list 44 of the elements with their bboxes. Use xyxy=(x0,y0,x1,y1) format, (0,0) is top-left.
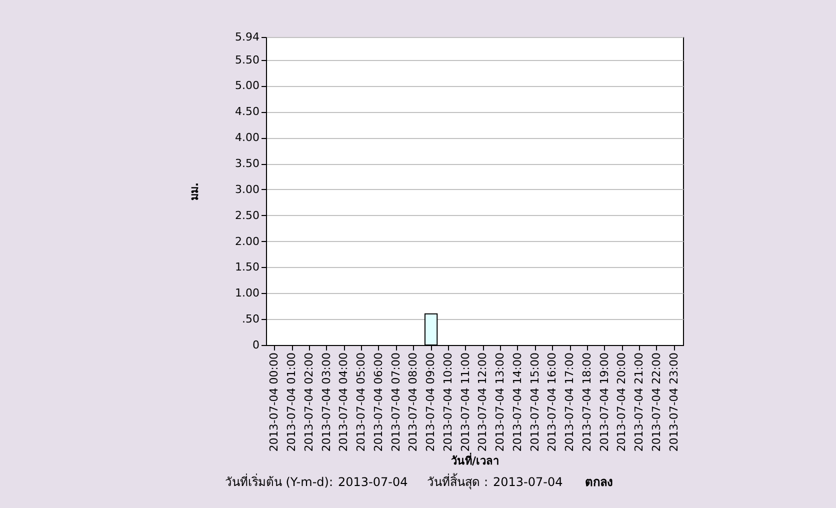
x-tick-label: 2013-07-04 17:00 xyxy=(563,352,576,452)
x-tick-label: 2013-07-04 10:00 xyxy=(441,352,454,452)
y-tick-label: 2.00 xyxy=(235,234,260,248)
x-tick-label: 2013-07-04 11:00 xyxy=(458,352,472,452)
x-tick-label: 2013-07-04 19:00 xyxy=(598,352,611,452)
x-tick-label: 2013-07-04 23:00 xyxy=(667,352,680,452)
y-tick-label: 5.00 xyxy=(235,79,260,92)
text: 2013-07-04 xyxy=(493,475,563,489)
y-tick-label: 3.00 xyxy=(235,182,260,196)
x-tick-label: 2013-07-04 15:00 xyxy=(528,352,542,452)
text: ตกลง xyxy=(585,475,613,489)
y-tick-label: 5.50 xyxy=(235,53,260,66)
text: วันที่สิ้นสุด : xyxy=(427,473,488,490)
y-tick-label: 4.50 xyxy=(235,105,260,118)
x-tick-label: 2013-07-04 20:00 xyxy=(615,352,628,452)
x-tick-label: 2013-07-04 05:00 xyxy=(354,352,368,452)
x-tick-label: 2013-07-04 12:00 xyxy=(476,352,490,452)
y-axis-title: มม. xyxy=(188,182,202,201)
x-axis-title: วันที่/เวลา xyxy=(450,452,500,468)
x-tick-label: 2013-07-04 18:00 xyxy=(580,352,594,452)
y-tick-label: 3.50 xyxy=(235,157,260,170)
x-tick-label: 2013-07-04 09:00 xyxy=(424,352,438,452)
x-tick-label: 2013-07-04 13:00 xyxy=(494,352,507,452)
y-tick-label: 4.00 xyxy=(235,131,260,144)
text: 2013-07-04 xyxy=(338,475,408,489)
x-tick-label: 2013-07-04 07:00 xyxy=(389,352,402,452)
text: วันที่เริ่มต้น (Y-m-d): xyxy=(224,473,333,489)
y-tick-label: 0 xyxy=(252,338,260,352)
x-tick-label: 2013-07-04 14:00 xyxy=(510,352,524,452)
y-tick-label: 1.00 xyxy=(235,286,260,300)
x-tick-label: 2013-07-04 21:00 xyxy=(632,352,646,452)
x-tick-label: 2013-07-04 22:00 xyxy=(650,352,663,452)
y-tick-label: 2.50 xyxy=(235,208,260,222)
x-tick-label: 2013-07-04 01:00 xyxy=(285,352,298,452)
x-tick-label: 2013-07-04 03:00 xyxy=(320,352,333,452)
x-tick-label: 2013-07-04 02:00 xyxy=(302,352,316,452)
y-tick-label: 5.94 xyxy=(235,30,260,44)
x-tick-label: 2013-07-04 04:00 xyxy=(337,352,350,452)
x-tick-label: 2013-07-04 06:00 xyxy=(372,352,385,452)
x-tick-label: 2013-07-04 16:00 xyxy=(546,352,559,452)
y-tick-label: 1.50 xyxy=(235,260,260,274)
x-tick-label: 2013-07-04 00:00 xyxy=(268,352,281,452)
x-tick-label: 2013-07-04 08:00 xyxy=(406,352,420,452)
y-tick-label: .50 xyxy=(242,312,260,326)
